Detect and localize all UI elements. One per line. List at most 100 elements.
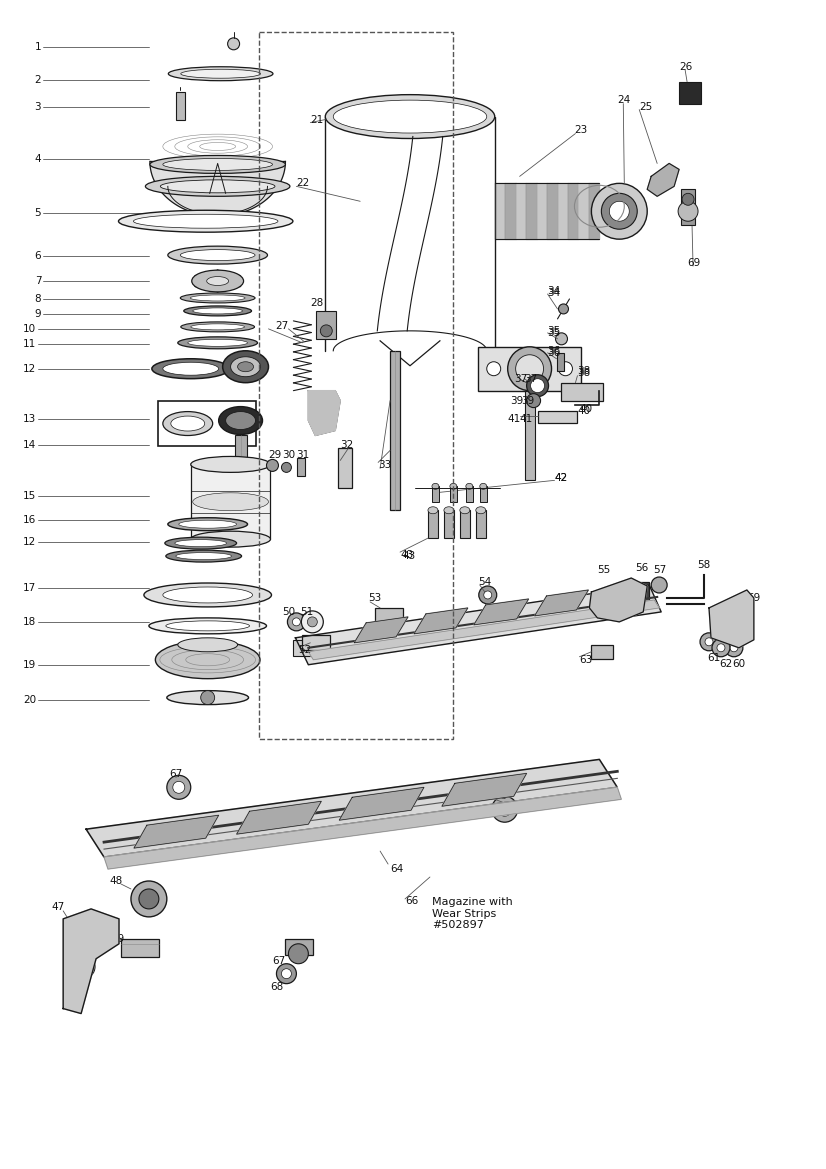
Circle shape <box>605 601 615 611</box>
Text: 37: 37 <box>514 374 527 383</box>
Text: 33: 33 <box>378 461 392 470</box>
Text: 23: 23 <box>574 125 588 134</box>
Ellipse shape <box>150 155 286 173</box>
Circle shape <box>730 644 738 652</box>
Ellipse shape <box>163 587 253 603</box>
Text: 7: 7 <box>35 276 41 286</box>
Text: 30: 30 <box>282 450 296 461</box>
Text: 63: 63 <box>579 655 593 665</box>
Ellipse shape <box>188 339 248 346</box>
Ellipse shape <box>175 540 226 547</box>
Ellipse shape <box>165 538 236 549</box>
Circle shape <box>556 333 567 345</box>
Ellipse shape <box>163 411 212 436</box>
Text: 38: 38 <box>577 368 591 378</box>
Polygon shape <box>709 590 754 648</box>
Text: 11: 11 <box>23 339 36 348</box>
Polygon shape <box>526 184 537 240</box>
Text: 40: 40 <box>579 403 592 414</box>
Circle shape <box>601 193 637 229</box>
Polygon shape <box>474 599 529 625</box>
Text: 38: 38 <box>577 366 591 375</box>
Circle shape <box>498 802 511 816</box>
Bar <box>679 82 701 104</box>
Circle shape <box>201 691 215 705</box>
Bar <box>466 486 472 503</box>
Text: 64: 64 <box>390 864 403 874</box>
Text: 69: 69 <box>687 258 700 268</box>
Text: 24: 24 <box>617 95 630 105</box>
Polygon shape <box>308 390 340 436</box>
Text: 16: 16 <box>23 516 36 525</box>
Ellipse shape <box>460 507 470 513</box>
Bar <box>562 382 603 401</box>
Circle shape <box>139 888 159 909</box>
Bar <box>477 347 582 390</box>
Circle shape <box>288 943 308 963</box>
Polygon shape <box>568 184 578 240</box>
Text: 5: 5 <box>35 208 41 219</box>
Ellipse shape <box>223 351 268 382</box>
Ellipse shape <box>181 321 254 332</box>
Bar <box>538 410 577 422</box>
Text: 26: 26 <box>679 62 692 71</box>
Text: 55: 55 <box>597 565 610 575</box>
Text: Magazine with
Wear Strips
#502897: Magazine with Wear Strips #502897 <box>432 897 513 931</box>
Ellipse shape <box>192 307 243 314</box>
Ellipse shape <box>238 361 254 372</box>
Circle shape <box>282 969 292 978</box>
Circle shape <box>282 463 292 472</box>
Text: 47: 47 <box>51 902 64 912</box>
Ellipse shape <box>178 520 236 528</box>
Ellipse shape <box>183 306 252 316</box>
Bar <box>235 435 247 463</box>
Polygon shape <box>590 577 648 622</box>
Text: 60: 60 <box>732 659 745 669</box>
Text: 15: 15 <box>23 491 36 502</box>
Text: 43: 43 <box>402 551 415 561</box>
Ellipse shape <box>163 159 273 171</box>
Bar <box>375 608 403 624</box>
Text: 67: 67 <box>273 956 286 966</box>
Ellipse shape <box>181 69 260 78</box>
Text: 35: 35 <box>548 327 561 338</box>
Polygon shape <box>354 617 408 643</box>
Circle shape <box>700 632 718 651</box>
Ellipse shape <box>225 411 255 429</box>
Bar <box>302 635 330 650</box>
Text: 43: 43 <box>400 551 413 560</box>
Text: 8: 8 <box>35 293 41 304</box>
Circle shape <box>479 586 496 604</box>
Text: 29: 29 <box>268 450 282 461</box>
Ellipse shape <box>191 456 270 472</box>
Bar <box>681 189 695 226</box>
Bar <box>121 939 159 956</box>
Ellipse shape <box>134 214 278 228</box>
Text: 32: 32 <box>340 441 354 450</box>
Text: 39: 39 <box>510 395 523 406</box>
Ellipse shape <box>180 250 255 261</box>
Circle shape <box>725 638 743 657</box>
Text: 39: 39 <box>522 395 535 406</box>
Polygon shape <box>63 909 119 1014</box>
Text: 62: 62 <box>719 659 732 669</box>
Ellipse shape <box>450 483 457 490</box>
Circle shape <box>491 796 518 822</box>
Text: 65: 65 <box>495 791 508 801</box>
Ellipse shape <box>152 359 230 379</box>
Ellipse shape <box>163 362 219 375</box>
Ellipse shape <box>166 621 249 631</box>
Ellipse shape <box>206 277 229 285</box>
Ellipse shape <box>149 618 267 634</box>
Text: 54: 54 <box>477 577 491 587</box>
Circle shape <box>558 361 572 375</box>
Circle shape <box>712 638 730 657</box>
Circle shape <box>267 459 278 471</box>
Text: 68: 68 <box>270 982 283 991</box>
Text: 19: 19 <box>23 659 36 670</box>
Ellipse shape <box>191 324 244 330</box>
Ellipse shape <box>145 177 290 196</box>
Text: 10: 10 <box>23 324 36 334</box>
Ellipse shape <box>160 180 275 193</box>
Ellipse shape <box>168 247 268 264</box>
